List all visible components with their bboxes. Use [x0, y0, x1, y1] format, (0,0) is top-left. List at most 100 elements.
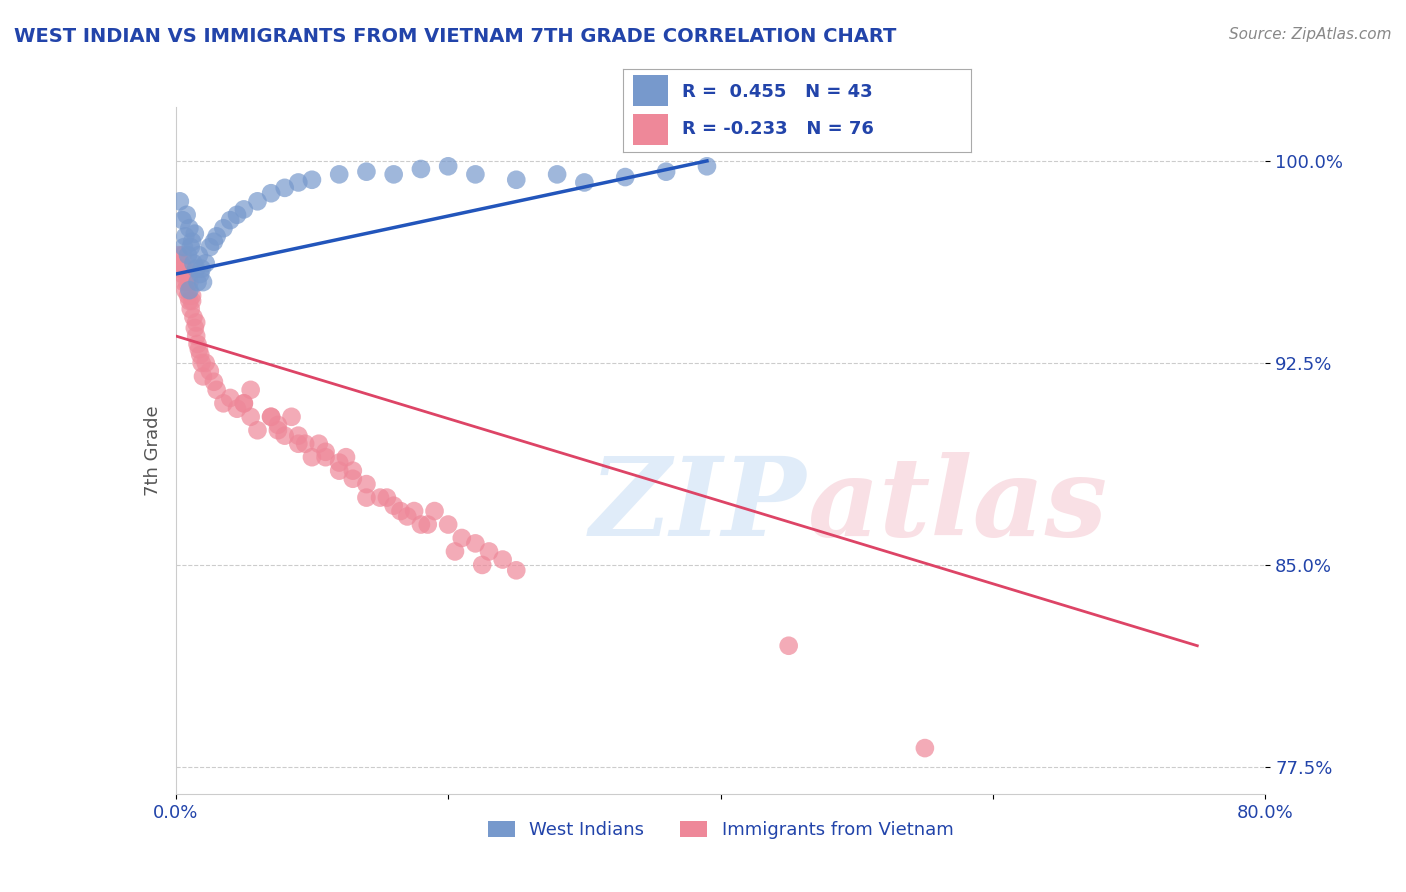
Text: WEST INDIAN VS IMMIGRANTS FROM VIETNAM 7TH GRADE CORRELATION CHART: WEST INDIAN VS IMMIGRANTS FROM VIETNAM 7…	[14, 27, 897, 45]
Point	[186, 329, 208, 343]
Point	[437, 159, 460, 173]
Point	[205, 229, 228, 244]
Point	[179, 283, 201, 297]
Point	[356, 477, 378, 491]
Point	[194, 356, 217, 370]
Point	[205, 383, 228, 397]
Point	[198, 364, 221, 378]
Point	[444, 544, 467, 558]
Point	[294, 436, 316, 450]
Point	[172, 248, 194, 262]
Point	[187, 343, 209, 357]
Point	[287, 176, 309, 190]
Text: atlas: atlas	[807, 451, 1108, 559]
Point	[450, 531, 472, 545]
Point	[198, 240, 221, 254]
Point	[404, 504, 426, 518]
Point	[246, 423, 269, 437]
Text: ZIP: ZIP	[591, 451, 807, 559]
Point	[176, 275, 198, 289]
Point	[315, 450, 337, 465]
Point	[176, 261, 198, 276]
Point	[614, 170, 637, 185]
Point	[169, 194, 191, 209]
Point	[186, 275, 209, 289]
Point	[260, 186, 283, 201]
Point	[382, 499, 405, 513]
Point	[505, 563, 527, 577]
Point	[287, 428, 309, 442]
Point	[219, 391, 242, 405]
Point	[778, 639, 800, 653]
Point	[239, 409, 262, 424]
Point	[172, 267, 194, 281]
Point	[696, 159, 718, 173]
Point	[328, 464, 350, 478]
Point	[274, 428, 297, 442]
Point	[179, 275, 201, 289]
Point	[260, 409, 283, 424]
Point	[342, 464, 364, 478]
Point	[183, 256, 205, 270]
Point	[356, 164, 378, 178]
Point	[177, 288, 200, 302]
Point	[471, 558, 494, 572]
Point	[492, 552, 515, 566]
Point	[212, 396, 235, 410]
Point	[574, 176, 596, 190]
Point	[232, 396, 254, 410]
Point	[202, 235, 225, 249]
Point	[308, 436, 330, 450]
Y-axis label: 7th Grade: 7th Grade	[143, 405, 162, 496]
Point	[301, 173, 323, 187]
Point	[409, 517, 432, 532]
Point	[181, 235, 204, 249]
Point	[167, 248, 190, 262]
Point	[396, 509, 419, 524]
Point	[464, 536, 486, 550]
Bar	[633, 114, 668, 145]
Text: R =  0.455   N = 43: R = 0.455 N = 43	[682, 83, 872, 101]
Point	[287, 436, 309, 450]
Point	[267, 417, 290, 432]
Point	[176, 208, 198, 222]
Point	[194, 256, 217, 270]
Point	[246, 194, 269, 209]
Point	[409, 161, 432, 176]
Point	[226, 208, 249, 222]
Point	[188, 348, 211, 362]
Point	[914, 741, 936, 756]
Point	[368, 491, 391, 505]
Text: Source: ZipAtlas.com: Source: ZipAtlas.com	[1229, 27, 1392, 42]
Point	[232, 396, 254, 410]
Point	[464, 167, 486, 181]
Point	[173, 240, 195, 254]
Point	[335, 450, 357, 465]
Point	[181, 288, 204, 302]
Point	[505, 173, 527, 187]
Point	[328, 456, 350, 470]
Point	[328, 167, 350, 181]
Point	[170, 256, 193, 270]
Point	[184, 227, 207, 241]
Point	[184, 321, 207, 335]
Point	[478, 544, 501, 558]
Point	[179, 293, 201, 308]
Point	[191, 369, 214, 384]
Point	[280, 409, 302, 424]
Point	[274, 181, 297, 195]
Point	[169, 261, 191, 276]
Point	[437, 517, 460, 532]
Point	[226, 401, 249, 416]
Point	[239, 383, 262, 397]
Point	[173, 261, 195, 276]
Point	[172, 213, 194, 227]
Point	[202, 375, 225, 389]
Point	[260, 409, 283, 424]
Point	[219, 213, 242, 227]
Point	[655, 164, 678, 178]
Point	[191, 275, 214, 289]
Point	[179, 221, 201, 235]
Point	[186, 316, 208, 330]
Text: R = -0.233   N = 76: R = -0.233 N = 76	[682, 120, 873, 138]
